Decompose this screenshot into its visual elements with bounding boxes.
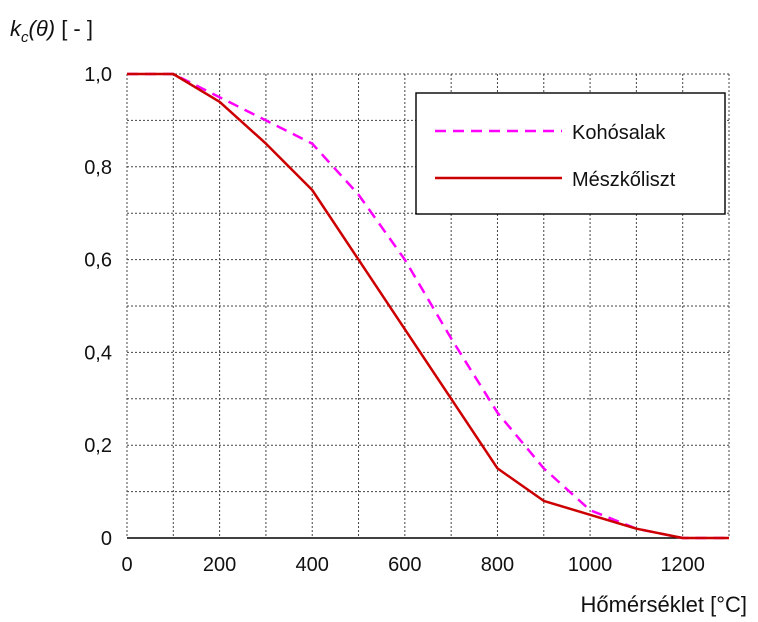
y-axis-label-argument: (θ) — [29, 16, 56, 41]
y-axis-label: kc(θ) [ - ] — [10, 16, 93, 46]
y-axis-label-subscript: c — [21, 29, 29, 46]
y-tick-label: 0,2 — [84, 435, 112, 457]
series-line-meszkoliszt — [127, 72, 729, 540]
series-layer — [127, 72, 729, 540]
legend: Kohósalak Mészkőliszt — [415, 92, 726, 215]
y-tick-label: 0,4 — [84, 342, 112, 364]
y-tick-label: 0,8 — [84, 157, 112, 179]
x-tick-label: 400 — [296, 554, 329, 576]
y-axis-label-unit: [ - ] — [55, 16, 93, 41]
x-tick-label: 600 — [388, 554, 421, 576]
y-tick-label: 1,0 — [84, 64, 112, 86]
x-tick-label: 1000 — [568, 554, 613, 576]
y-axis-label-symbol: k — [10, 16, 22, 41]
x-tick-label: 1200 — [660, 554, 705, 576]
x-tick-label: 800 — [481, 554, 514, 576]
legend-label-kohosalak: Kohósalak — [572, 122, 666, 144]
x-tick-label: 200 — [203, 554, 236, 576]
y-tick-label: 0,6 — [84, 250, 112, 272]
x-tick-label: 0 — [121, 554, 132, 576]
legend-label-meszkoliszt: Mészkőliszt — [572, 169, 676, 191]
legend-box — [415, 92, 726, 215]
y-tick-label: 0 — [101, 528, 112, 550]
x-tick-labels: 0 200 400 600 800 1000 1200 — [121, 554, 705, 576]
y-tick-labels: 0 0,2 0,4 0,6 0,8 1,0 — [84, 64, 112, 550]
x-axis-label: Hőmérséklet [°C] — [580, 592, 747, 617]
plot-frame — [126, 73, 730, 539]
